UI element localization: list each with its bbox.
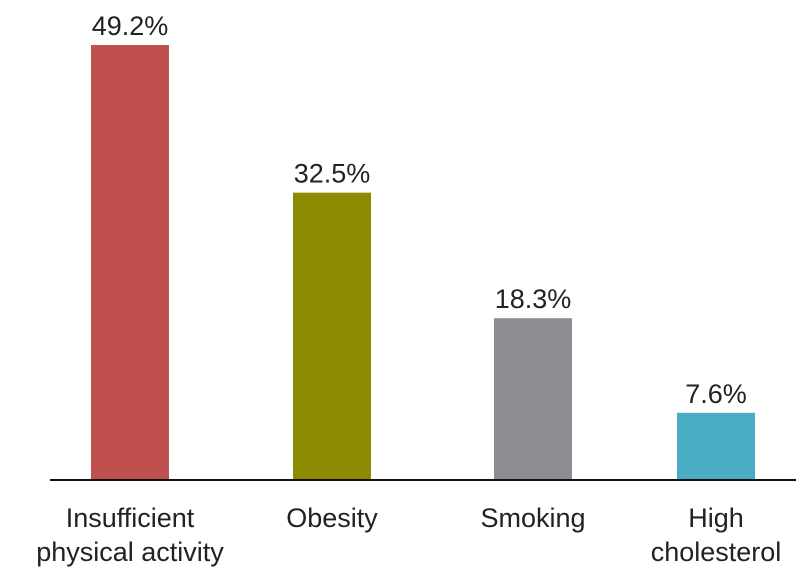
bar <box>494 318 572 480</box>
data-label: 32.5% <box>294 159 371 189</box>
data-label: 7.6% <box>685 379 747 409</box>
data-label: 49.2% <box>92 11 169 41</box>
x-tick-label: Insufficient <box>66 503 195 533</box>
bar <box>91 45 169 480</box>
x-tick-label: Smoking <box>480 503 585 533</box>
bar <box>293 192 371 480</box>
x-tick-label: Obesity <box>286 503 378 533</box>
bars-layer <box>91 45 755 480</box>
x-tick-label: physical activity <box>36 537 224 567</box>
x-tick-label: cholesterol <box>651 537 782 567</box>
bar <box>677 412 755 480</box>
labels-layer: 49.2% Insufficient physical activity 32.5% O… <box>36 11 781 567</box>
data-label: 18.3% <box>495 284 572 314</box>
x-tick-label: High <box>688 503 744 533</box>
